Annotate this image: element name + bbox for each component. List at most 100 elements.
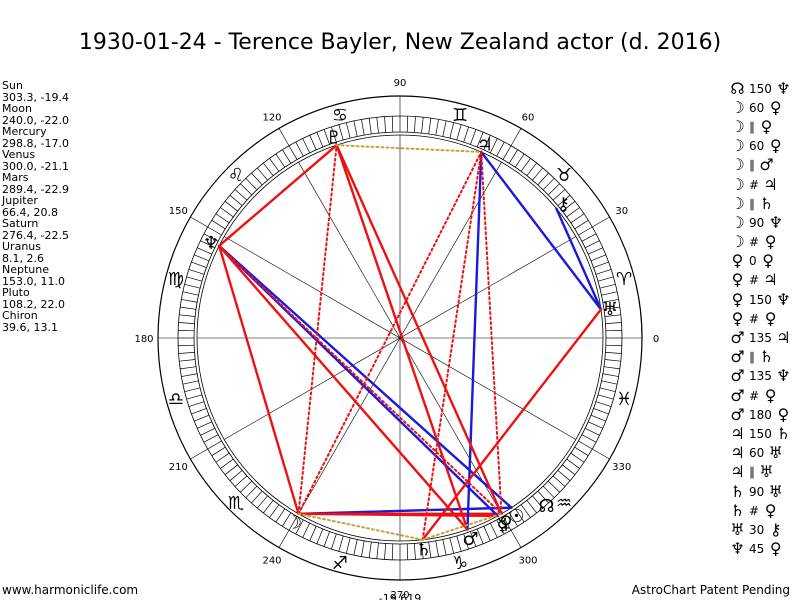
degree-tick <box>361 540 365 557</box>
degree-tick <box>456 124 462 141</box>
degree-tick <box>215 452 230 463</box>
aspect-row: ♄ # ♀ <box>728 501 800 520</box>
planet-name-pluto: Pluto <box>2 286 30 299</box>
degree-tick <box>215 213 230 224</box>
degree-tick <box>257 167 268 181</box>
aspect-line <box>335 144 469 531</box>
planet-name-uranus: Uranus <box>2 240 41 253</box>
degree-tick <box>181 373 198 377</box>
degree-tick <box>496 519 505 535</box>
aspect-planet-glyph: ♅ <box>768 443 783 463</box>
degree-tick <box>489 138 498 154</box>
degree-tick <box>251 172 263 186</box>
aspect-row: ♂ 180 ♀ <box>728 405 800 424</box>
degree-label: 240 <box>262 556 281 567</box>
degree-tick <box>331 533 337 550</box>
aspect-planet-glyph: ♃ <box>763 174 778 194</box>
degree-tick <box>282 512 292 527</box>
aspect-row: ♂ # ♀ <box>728 386 800 405</box>
degree-tick <box>520 158 531 172</box>
planet-name-moon: Moon <box>2 102 32 115</box>
degree-tick <box>257 495 268 509</box>
sign-divider <box>278 530 290 548</box>
degree-tick <box>200 240 216 249</box>
aspect-line <box>421 512 503 541</box>
aspect-planet-glyph: ♀ <box>764 308 777 328</box>
degree-tick <box>435 540 439 557</box>
degree-tick <box>502 516 512 531</box>
aspect-line <box>217 244 513 509</box>
aspect-type: ∥ <box>749 158 755 173</box>
degree-tick <box>295 519 304 535</box>
aspect-type: 90 <box>749 484 765 499</box>
aspect-planet-glyph: ♄ <box>730 500 745 520</box>
planet-coords-moon: 240.0, -22.0 <box>2 113 69 127</box>
aspect-type: # <box>749 388 760 403</box>
aspect-line <box>466 150 483 531</box>
aspect-planet-glyph: ☽ <box>730 97 745 117</box>
degree-tick <box>604 314 621 317</box>
aspect-type: 60 <box>749 100 765 115</box>
degree-label: 150 <box>169 206 188 217</box>
aspect-planet-glyph: ♄ <box>730 481 745 501</box>
degree-tick <box>338 535 344 552</box>
aspect-planet-glyph: ♀ <box>769 136 782 156</box>
degree-tick <box>547 480 560 493</box>
zodiac-sign-glyph: ♍ <box>168 269 184 290</box>
degree-label: 120 <box>262 112 281 123</box>
zodiac-sign-glyph: ♑ <box>452 553 468 574</box>
degree-tick <box>384 543 386 560</box>
degree-tick <box>449 122 455 139</box>
aspect-planet-glyph: ⚷ <box>769 519 782 539</box>
degree-tick <box>557 195 571 206</box>
degree-tick <box>514 508 525 523</box>
degree-tick <box>470 129 477 145</box>
planet-name-mars: Mars <box>2 171 29 184</box>
degree-tick <box>345 122 351 139</box>
degree-tick <box>542 485 555 498</box>
degree-tick <box>178 322 195 324</box>
degree-label: 300 <box>518 556 537 567</box>
degree-tick <box>605 322 622 324</box>
planet-name-saturn: Saturn <box>2 217 39 230</box>
degree-tick <box>584 427 600 436</box>
degree-tick <box>184 283 201 289</box>
aspect-type: 90 <box>749 215 765 230</box>
degree-tick <box>599 283 616 289</box>
sign-divider <box>278 128 290 146</box>
aspect-planet-glyph: ♂ <box>730 385 745 405</box>
degree-tick <box>240 480 253 493</box>
aspect-planet-glyph: ☊ <box>730 78 745 98</box>
degree-tick <box>211 220 226 230</box>
planet-glyph-sun: ☉ <box>508 506 524 527</box>
aspect-type: # <box>749 177 760 192</box>
degree-tick <box>203 434 219 443</box>
sign-divider <box>592 448 610 460</box>
degree-tick <box>275 508 286 523</box>
degree-tick <box>188 269 205 275</box>
aspect-row: ♀ 150 ♆ <box>728 290 800 309</box>
aspect-planet-glyph: ♀ <box>769 97 782 117</box>
degree-tick <box>181 299 198 303</box>
axis-line <box>224 236 576 440</box>
planet-coords-mars: 289.4, -22.9 <box>2 182 69 196</box>
degree-tick <box>234 189 248 201</box>
degree-tick <box>323 129 330 145</box>
degree-tick <box>186 276 203 282</box>
aspect-planet-glyph: ☽ <box>730 155 745 175</box>
degree-tick <box>602 299 619 303</box>
degree-label: 60 <box>522 112 535 123</box>
zodiac-sign-glyph: ♏ <box>228 493 244 514</box>
aspect-planet-glyph: ♃ <box>730 443 745 463</box>
aspect-planet-glyph: ♀ <box>764 385 777 405</box>
aspect-row: ♂ 135 ♃ <box>728 328 800 347</box>
aspect-planet-glyph: ♀ <box>760 116 773 136</box>
aspect-planet-glyph: ♂ <box>730 347 745 367</box>
planet-name-jupiter: Jupiter <box>2 194 38 207</box>
aspect-planet-glyph: ♄ <box>759 193 774 213</box>
degree-tick <box>376 117 379 134</box>
planet-coords-saturn: 276.4, -22.5 <box>2 228 69 242</box>
degree-tick <box>323 531 330 547</box>
degree-tick <box>361 119 365 136</box>
aspect-type: # <box>749 503 760 518</box>
